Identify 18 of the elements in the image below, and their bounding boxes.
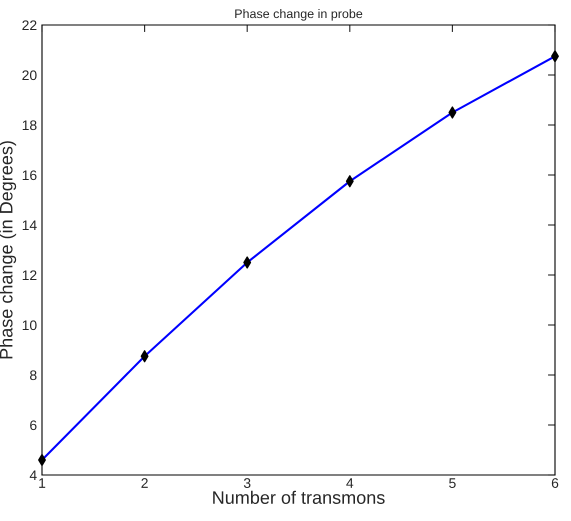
y-tick-label: 18 xyxy=(22,120,37,130)
x-tick-label: 2 xyxy=(141,478,148,488)
y-tick-label: 12 xyxy=(22,270,36,280)
x-axis-title: Number of transmons xyxy=(213,490,385,504)
x-tick-label: 4 xyxy=(346,478,354,488)
y-tick-label: 10 xyxy=(22,320,37,330)
x-tick-label: 3 xyxy=(244,478,250,488)
y-tick-label: 4 xyxy=(30,470,37,480)
y-tick-label: 16 xyxy=(22,170,37,180)
y-tick-label: 6 xyxy=(30,420,37,430)
x-tick-label: 5 xyxy=(449,478,456,488)
chart-title: Phase change in probe xyxy=(235,8,362,21)
x-tick-label: 1 xyxy=(39,478,46,488)
x-tick-label: 6 xyxy=(552,478,558,488)
y-tick-label: 20 xyxy=(22,70,37,80)
y-tick-label: 14 xyxy=(22,220,37,230)
y-tick-label: 8 xyxy=(30,370,37,380)
y-tick-label: 22 xyxy=(22,20,36,30)
